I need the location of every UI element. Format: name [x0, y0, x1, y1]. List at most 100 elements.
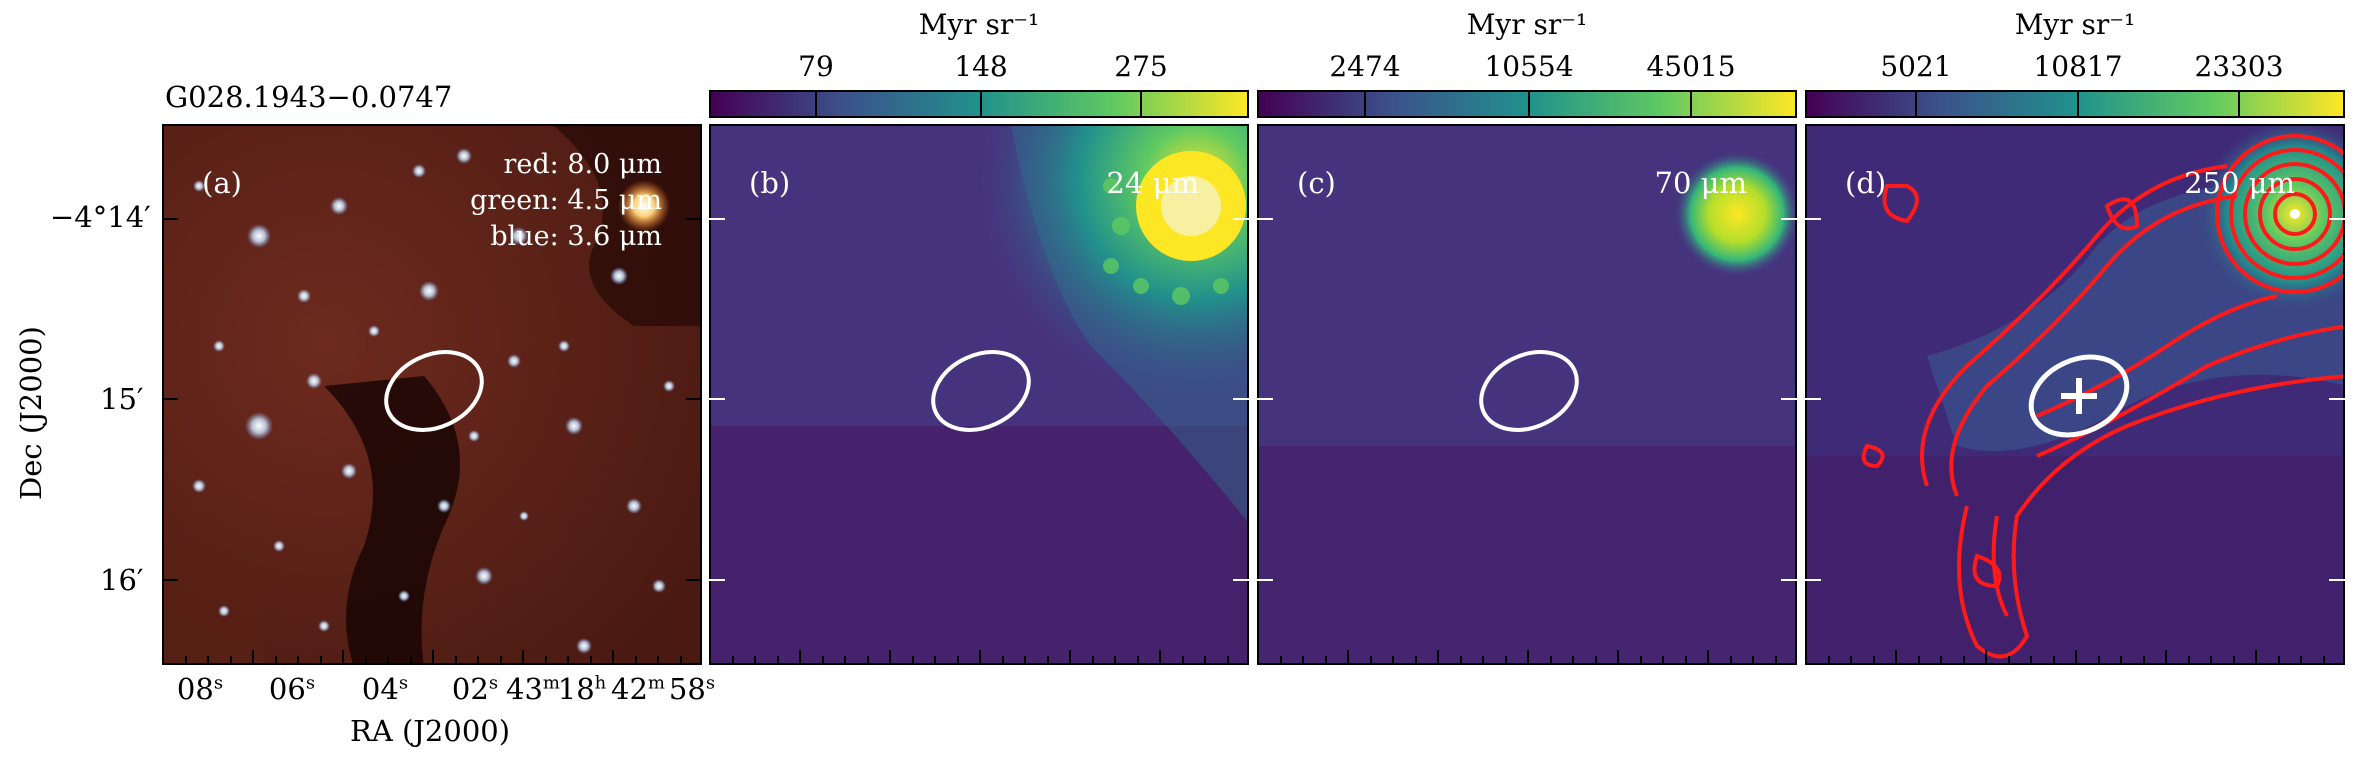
- tick-mark: [1827, 656, 1830, 664]
- tick-mark: [709, 579, 725, 581]
- tick-mark: [2277, 656, 2280, 664]
- y-axis-label: Dec (J2000): [14, 326, 48, 500]
- tick-mark: [2142, 656, 2145, 664]
- tick-mark: [567, 656, 569, 664]
- tick-mark: [731, 656, 734, 664]
- tick-mark: [956, 656, 959, 664]
- tick-mark: [1805, 579, 1821, 581]
- tick-mark: [686, 398, 702, 400]
- tick-mark: [1774, 656, 1777, 664]
- tick-mark: [709, 218, 725, 220]
- colorbar-d-tick: 23303: [2194, 50, 2284, 83]
- tick-mark: [1805, 398, 1821, 400]
- tick-mark: [679, 656, 682, 664]
- tick-mark: [207, 656, 209, 664]
- y-tick-label: 15′: [100, 382, 144, 416]
- tick-mark: [1136, 656, 1139, 664]
- colorbar-b-tick: 148: [954, 50, 1008, 83]
- tick-mark: [776, 656, 779, 664]
- tick-mark: [252, 650, 254, 664]
- tick-mark: [1181, 656, 1184, 664]
- image-24um: [711, 126, 1247, 663]
- colorbar-c-scale: [1257, 90, 1797, 118]
- tick-mark: [1069, 650, 1071, 664]
- tick-mark: [657, 656, 659, 664]
- colorbar-b-scale: [709, 90, 1249, 118]
- tick-mark: [1347, 650, 1349, 664]
- tick-mark: [2165, 650, 2167, 664]
- tick-mark: [1985, 650, 1987, 664]
- legend-blue: blue: 3.6 μm: [490, 221, 662, 252]
- tick-mark: [1895, 650, 1897, 664]
- tick-mark: [1226, 656, 1229, 664]
- tick-mark: [2075, 650, 2077, 664]
- tick-mark: [1781, 398, 1797, 400]
- tick-mark: [612, 650, 614, 664]
- tick-mark: [1482, 656, 1484, 664]
- tick-mark: [1684, 656, 1687, 664]
- colorbar-b-unit: Myr sr⁻¹: [918, 8, 1040, 41]
- tick-mark: [2120, 656, 2122, 664]
- tick-mark: [844, 656, 846, 664]
- tick-mark: [799, 650, 801, 664]
- tick-mark: [934, 656, 936, 664]
- tick-mark: [162, 398, 178, 400]
- tick-mark: [2187, 656, 2190, 664]
- tick-mark: [2210, 656, 2212, 664]
- tick-mark: [1046, 656, 1049, 664]
- tick-mark: [1257, 218, 1273, 220]
- tick-mark: [1001, 656, 1004, 664]
- tick-mark: [889, 650, 891, 664]
- tick-mark: [2300, 656, 2302, 664]
- wavelength-label: 250 μm: [2184, 166, 2295, 200]
- tick-mark: [1302, 656, 1304, 664]
- wavelength-label: 70 μm: [1654, 166, 1747, 200]
- tick-mark: [477, 656, 479, 664]
- tick-mark: [2052, 656, 2055, 664]
- image-70um: [1259, 126, 1795, 663]
- colorbar-c-tick: 2474: [1329, 50, 1401, 83]
- tick-mark: [979, 650, 981, 664]
- colorbar-c-tick: 10554: [1484, 50, 1574, 83]
- tick-mark: [1729, 656, 1732, 664]
- y-tick-label: 16′: [100, 563, 144, 597]
- tick-mark: [1024, 656, 1026, 664]
- tick-mark: [184, 656, 187, 664]
- x-tick-label: 42m: [611, 672, 665, 706]
- tick-mark: [1233, 398, 1249, 400]
- tick-mark: [754, 656, 756, 664]
- panel-label: (a): [202, 166, 242, 200]
- tick-mark: [634, 656, 637, 664]
- tick-mark: [1527, 650, 1529, 664]
- tick-mark: [686, 218, 702, 220]
- tick-mark: [1617, 650, 1619, 664]
- tick-mark: [319, 656, 322, 664]
- image-250um: [1807, 126, 2343, 663]
- tick-mark: [1114, 656, 1116, 664]
- tick-mark: [2322, 656, 2325, 664]
- source-ellipse: [2028, 354, 2130, 438]
- tick-mark: [1159, 650, 1161, 664]
- source-ellipse: [384, 350, 484, 432]
- source-ellipse: [1479, 350, 1579, 432]
- tick-mark: [2097, 656, 2100, 664]
- tick-mark: [1204, 656, 1206, 664]
- tick-mark: [432, 650, 434, 664]
- tick-mark: [2255, 650, 2257, 664]
- tick-mark: [2329, 218, 2345, 220]
- tick-mark: [866, 656, 869, 664]
- tick-mark: [499, 656, 502, 664]
- tick-mark: [297, 656, 299, 664]
- tick-mark: [1279, 656, 1282, 664]
- tick-mark: [1594, 656, 1597, 664]
- tick-mark: [1781, 218, 1797, 220]
- tick-mark: [1437, 650, 1439, 664]
- source-ellipse: [931, 350, 1031, 432]
- tick-mark: [2232, 656, 2235, 664]
- colorbar-b-tick: 275: [1114, 50, 1168, 83]
- rgb-composite-image: [164, 126, 700, 663]
- tick-mark: [1917, 656, 1920, 664]
- tick-mark: [1752, 656, 1754, 664]
- tick-mark: [1662, 656, 1664, 664]
- panel-label: (d): [1845, 166, 1887, 200]
